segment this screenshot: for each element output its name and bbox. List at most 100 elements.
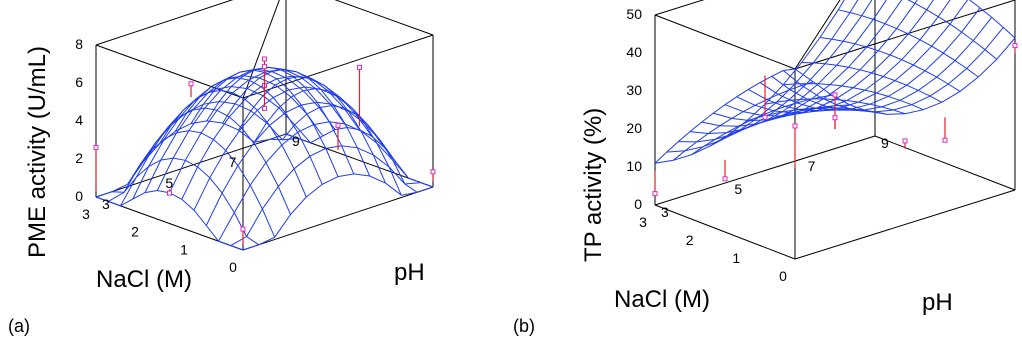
panel-a-x-tick-label: 2	[131, 224, 139, 240]
panel-b-surface-line	[968, 0, 1016, 39]
panel-a-surface-line	[206, 66, 355, 175]
panel-b-z-tick-label: 40	[626, 44, 642, 60]
panel-a-box-edge	[95, 0, 234, 46]
panel-a-observed-point	[357, 64, 362, 70]
panel-a-observed-point	[167, 190, 172, 196]
panel-a-box-edge	[334, 0, 434, 36]
panel-b-surface-line	[819, 37, 961, 92]
panel-a-ticks: 0 1 2 33 5 7 9 0 2 4 6 8	[75, 36, 300, 275]
panel-a-box-edge	[242, 0, 280, 99]
panel-a-observed-point	[188, 81, 194, 87]
panel-a-surface-line	[253, 88, 402, 196]
panel-a-z-tick-label: 6	[75, 74, 83, 90]
panel-b-x-tick-label: 0	[779, 268, 787, 284]
panel-b-z-tick-label: 30	[626, 82, 642, 98]
panel-a-surface-line	[222, 68, 371, 177]
panel-b-surface-line	[728, 109, 869, 136]
panel-a-observed-point	[262, 56, 267, 62]
panel-b-observed-point	[832, 115, 838, 121]
panel-a-y-tick-label: 9	[292, 133, 300, 149]
panel-a-y-tick-label: 5	[165, 175, 173, 191]
panel-b-y-tick-label: 5	[734, 181, 742, 197]
panel-b-bounding-box	[654, 0, 1016, 260]
panel-a-z-tick-label: 4	[75, 112, 83, 128]
panel-b-y-axis-title: pH	[922, 289, 953, 316]
panel-b-observed-point	[652, 191, 658, 197]
panel-b-observed-point	[792, 123, 798, 129]
panel-a-surface	[95, 66, 434, 251]
panel-b-box-edge	[654, 204, 796, 260]
panel-a-surface-line	[270, 105, 418, 193]
panel-a-surface-line	[158, 89, 307, 198]
panel-b-surface-line	[746, 107, 887, 122]
panel-a-z-tick-label: 2	[75, 150, 83, 166]
panel-b-observations	[652, 43, 1018, 197]
panel-b-observed-point	[722, 176, 728, 182]
panel-b-x-tick-label: 1	[732, 250, 740, 266]
panel-b-surface-line	[691, 94, 832, 156]
panel-b-surface-line	[666, 0, 859, 153]
panel-b-box-edge	[794, 0, 841, 70]
panel-a-surface-line	[174, 77, 323, 185]
panel-b-x-tick-label: 2	[686, 232, 694, 248]
panel-b-y-tick-label: 7	[808, 158, 816, 174]
panel-a-box-edge	[95, 133, 287, 198]
panel-a-observed-point	[335, 122, 341, 128]
panel-a-letter: (a)	[8, 316, 30, 336]
panel-a: 0 1 2 33 5 7 9 0 2 4 6 8	[75, 0, 436, 275]
panel-b-observed-point	[1012, 43, 1018, 49]
panel-a-observed-point	[93, 145, 99, 151]
panel-a-surface-line	[108, 100, 299, 202]
panel-b-x-tick-label: 3	[639, 214, 647, 230]
panel-b-x-axis-title: NaCl (M)	[614, 286, 710, 313]
panel-a-observed-point	[430, 169, 436, 175]
panel-b-z-axis-title: TP activity (%)	[580, 108, 607, 262]
panel-a-bounding-box	[95, 0, 434, 251]
panel-b-box-edge	[874, 135, 1016, 191]
panel-b-z-tick-label: 50	[626, 6, 642, 22]
panel-a-surface-line	[285, 126, 434, 188]
panel-a-x-tick-label: 0	[229, 259, 237, 275]
panel-b: 0 1 2 33 5 7 9 0 10 20 30 40 50	[626, 0, 1018, 284]
panel-b-letter: (b)	[513, 316, 535, 336]
panel-b-z-tick-label: 20	[626, 120, 642, 136]
panel-a-y-tick-label: 7	[229, 154, 237, 170]
panel-b-y-tick-label: 9	[881, 135, 889, 151]
panel-b-surface-line	[709, 104, 851, 147]
panel-b-box-edge	[654, 14, 796, 70]
panel-a-surface-line	[143, 107, 291, 215]
panel-b-observed-point	[762, 114, 768, 120]
panel-a-box-edge	[242, 186, 434, 251]
panel-a-z-axis-title: PME activity (U/mL)	[24, 46, 51, 258]
panel-b-observed-point	[832, 92, 838, 98]
panel-b-box-edge	[794, 189, 1016, 260]
panel-a-observations	[93, 56, 436, 245]
panel-a-x-axis-title: NaCl (M)	[96, 266, 192, 293]
panel-a-surface-line	[111, 157, 260, 246]
panel-b-observed-point	[902, 138, 908, 144]
panel-a-y-axis-title: pH	[394, 259, 425, 286]
panel-a-surface-line	[156, 66, 348, 191]
panel-a-x-tick-label: 3	[82, 206, 90, 222]
panel-b-box-edge	[794, 0, 1016, 70]
panel-a-observed-point	[240, 226, 246, 232]
panel-b-y-tick-label: 3	[661, 204, 669, 220]
panel-a-x-tick-label: 1	[180, 241, 188, 257]
panel-a-surface-line	[242, 173, 434, 251]
panel-b-observed-point	[942, 137, 948, 143]
panel-b-ticks: 0 1 2 33 5 7 9 0 10 20 30 40 50	[626, 6, 889, 284]
panel-b-box-edge	[654, 135, 876, 206]
panel-b-surface-line	[672, 81, 814, 161]
panel-a-observed-point	[262, 105, 267, 111]
panel-b-box-edge	[654, 0, 705, 16]
panel-b-z-tick-label: 0	[634, 196, 642, 212]
panel-a-surface-line	[95, 120, 287, 198]
panel-a-z-tick-label: 8	[75, 36, 83, 52]
panel-a-observed-point	[262, 64, 267, 70]
panel-b-surface-line	[907, 0, 998, 60]
panel-b-z-tick-label: 10	[626, 158, 642, 174]
panel-b-surface-line	[838, 9, 979, 78]
panel-a-y-tick-label: 3	[102, 196, 110, 212]
panel-b-surface	[654, 0, 1016, 164]
